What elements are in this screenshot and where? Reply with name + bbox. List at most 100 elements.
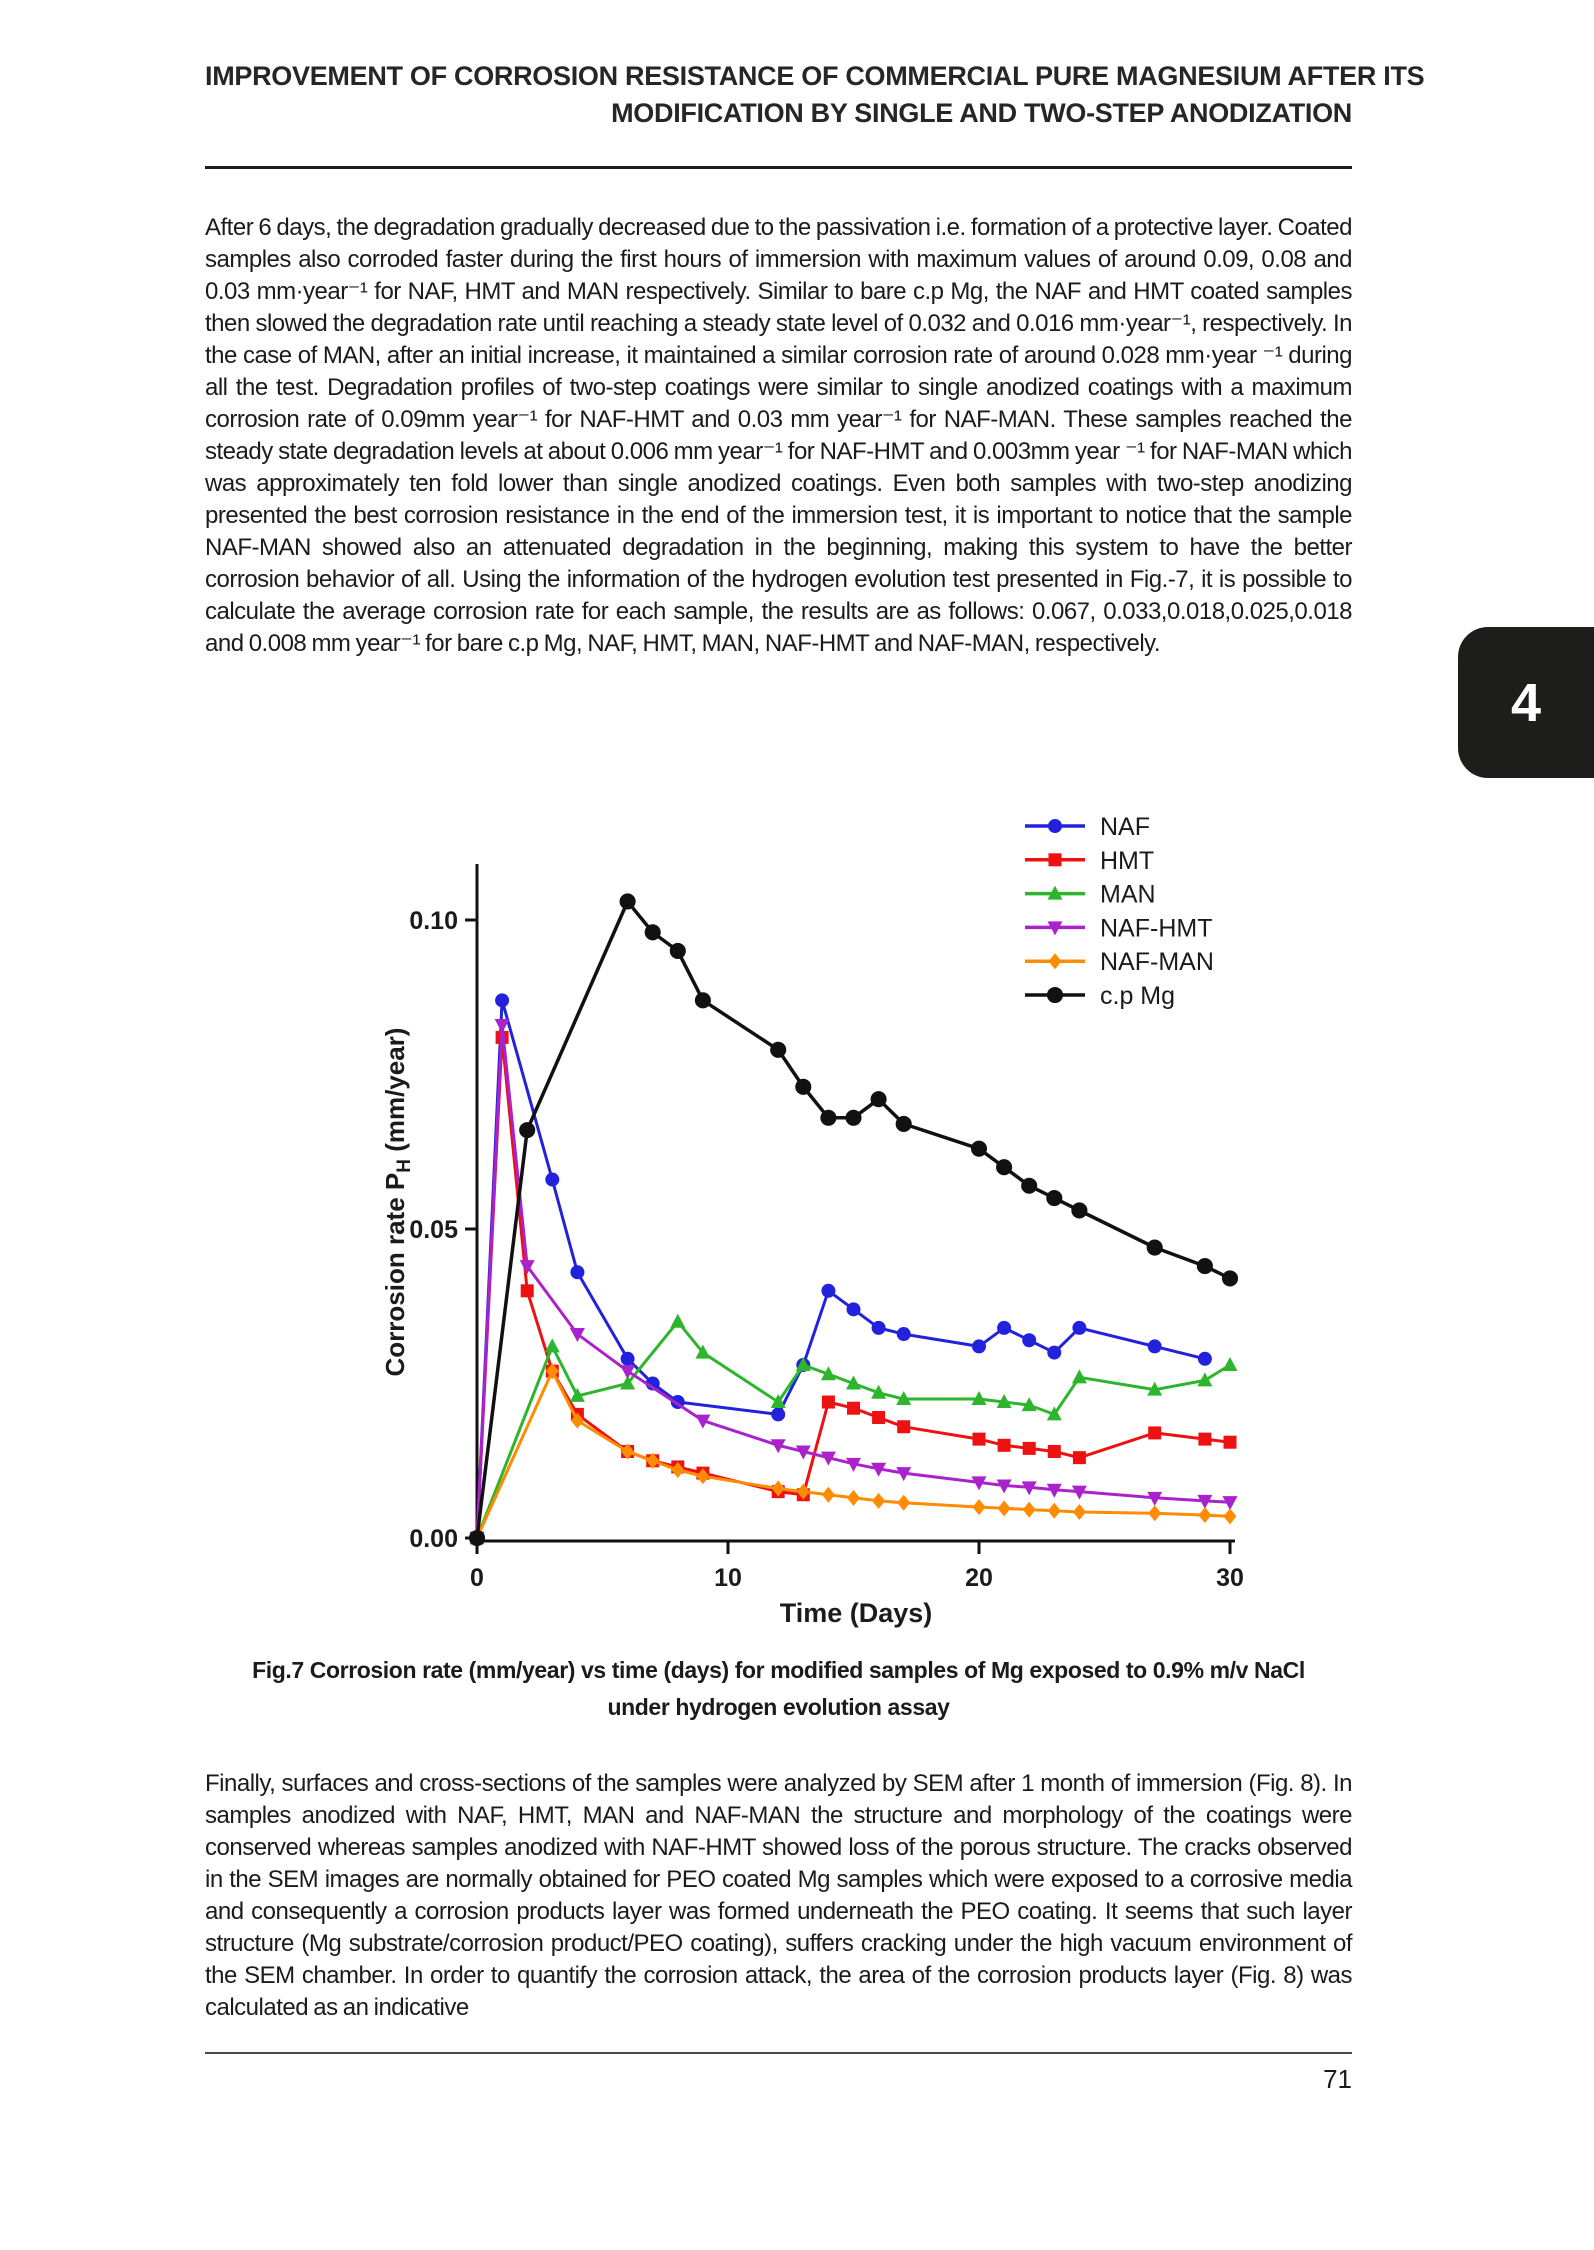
series-cpMg-marker xyxy=(895,1115,912,1132)
series-NAFHMT-marker xyxy=(996,1479,1012,1494)
chapter-number: 4 xyxy=(1510,672,1542,733)
series-cpMg-marker xyxy=(644,924,661,941)
series-NAFMAN-marker xyxy=(972,1499,986,1516)
series-MAN-marker xyxy=(896,1390,912,1405)
series-HMT-marker xyxy=(897,1420,911,1434)
series-MAN-marker xyxy=(846,1375,861,1390)
series-NAFMAN-marker xyxy=(821,1486,835,1503)
series-HMT-marker xyxy=(1223,1435,1237,1449)
series-NAF-marker xyxy=(997,1320,1012,1335)
figure-caption: Fig.7 Corrosion rate (mm/year) vs time (… xyxy=(205,1652,1352,1726)
series-HMT-marker xyxy=(1148,1426,1162,1440)
series-cpMg-marker xyxy=(1146,1239,1163,1256)
x-tick-label: 30 xyxy=(1216,1564,1244,1592)
series-HMT-marker xyxy=(972,1432,986,1446)
series-NAF-marker xyxy=(771,1407,786,1422)
series-MAN-marker xyxy=(620,1375,636,1390)
series-cpMg-marker xyxy=(1196,1258,1213,1275)
x-tick-label: 20 xyxy=(965,1564,993,1592)
series-HMT-marker xyxy=(872,1410,886,1424)
series-NAFMAN-line xyxy=(475,1369,1231,1539)
series-NAFHMT-marker xyxy=(1021,1481,1037,1496)
x-tick-label: 0 xyxy=(470,1564,484,1592)
series-HMT-marker xyxy=(520,1284,534,1298)
series-NAFMAN-marker xyxy=(1022,1501,1036,1518)
series-NAF-marker xyxy=(1147,1339,1162,1354)
figure-caption-line1: Fig.7 Corrosion rate (mm/year) vs time (… xyxy=(252,1657,1305,1683)
series-NAFHMT-marker xyxy=(1147,1491,1163,1506)
series-NAFMAN-marker xyxy=(1047,1502,1061,1519)
page-number: 71 xyxy=(1323,2064,1352,2094)
series-NAFHMT-marker xyxy=(770,1439,786,1454)
legend-label-NAFHMT: NAF-HMT xyxy=(1100,914,1212,942)
legend-marker-NAFMAN xyxy=(1048,953,1062,970)
series-cpMg-marker xyxy=(870,1091,887,1108)
series-cpMg-marker xyxy=(1021,1177,1038,1194)
series-HMT-marker xyxy=(1198,1432,1212,1446)
series-NAFMAN-marker xyxy=(570,1412,584,1429)
series-NAFMAN-marker xyxy=(997,1500,1011,1517)
figure-caption-line2: under hydrogen evolution assay xyxy=(607,1694,950,1720)
corrosion-rate-chart: 0.00 0.05 0.10 0 10 20 30 Time (Days) Corrosion … xyxy=(380,813,1244,1628)
series-NAFMAN-marker xyxy=(1223,1508,1237,1525)
series-MAN-marker xyxy=(1046,1406,1062,1421)
series-HMT-marker xyxy=(821,1395,835,1409)
y-axis-label: Corrosion rate PH (mm/year) xyxy=(380,1028,415,1377)
legend-marker-cpMg xyxy=(1046,986,1064,1004)
series-cpMg-marker xyxy=(1071,1202,1088,1219)
series-NAF-marker xyxy=(821,1283,836,1298)
series-cpMg-marker xyxy=(1221,1270,1239,1287)
series-NAF-marker xyxy=(871,1320,886,1335)
series-NAFHMT-marker xyxy=(846,1457,861,1472)
series-MAN-line xyxy=(475,1320,1231,1539)
chapter-tab: 4 xyxy=(1458,627,1594,778)
series-NAFHMT-marker xyxy=(1197,1494,1213,1509)
series-NAFHMT-marker xyxy=(620,1365,636,1380)
series-MAN-marker xyxy=(695,1344,711,1359)
series-cpMg-marker xyxy=(845,1109,862,1126)
header-rule xyxy=(205,166,1352,169)
series-NAF-marker xyxy=(896,1327,911,1342)
y-tick-label: 0.00 xyxy=(409,1525,458,1553)
series-NAF-marker xyxy=(545,1172,560,1187)
series-NAFMAN-marker xyxy=(847,1489,860,1506)
series-NAFHMT-marker xyxy=(1071,1485,1087,1500)
x-axis-label: Time (Days) xyxy=(780,1598,933,1628)
series-MAN-marker xyxy=(670,1313,686,1328)
series-NAFMAN-marker xyxy=(897,1494,911,1511)
series-cpMg-marker xyxy=(694,992,711,1009)
series-cpMg-marker xyxy=(1046,1190,1063,1207)
series-NAFMAN-marker xyxy=(1072,1504,1086,1521)
series-MAN-marker xyxy=(1021,1397,1037,1412)
series-NAFHMT-marker xyxy=(519,1260,535,1275)
series-NAF-marker xyxy=(1022,1333,1037,1348)
series-NAFMAN-marker xyxy=(671,1462,685,1479)
figure-chart: 0.00 0.05 0.10 0 10 20 30 Time (Days) Corrosion … xyxy=(370,768,1320,1648)
series-NAFMAN-marker xyxy=(872,1492,886,1509)
series-MAN-marker xyxy=(795,1356,811,1371)
legend-label-NAFMAN: NAF-MAN xyxy=(1100,948,1214,976)
series-MAN-marker xyxy=(1071,1369,1087,1384)
series-MAN-marker xyxy=(1222,1356,1238,1371)
series-NAFMAN-marker xyxy=(771,1480,785,1497)
series-NAF-marker xyxy=(846,1302,861,1317)
legend-marker-HMT xyxy=(1048,853,1062,867)
header-title-line2: MODIFICATION BY SINGLE AND TWO-STEP ANOD… xyxy=(611,98,1352,128)
page-header: IMPROVEMENT OF CORROSION RESISTANCE OF C… xyxy=(205,58,1425,132)
series-NAFHMT-marker xyxy=(795,1445,811,1460)
series-MAN-marker xyxy=(820,1366,836,1381)
series-HMT-marker xyxy=(1047,1444,1061,1458)
header-title-line1: IMPROVEMENT OF CORROSION RESISTANCE OF C… xyxy=(205,61,1425,91)
series-NAF-marker xyxy=(972,1339,986,1354)
legend-marker-NAFHMT xyxy=(1047,921,1063,936)
series-MAN-marker xyxy=(1197,1372,1213,1387)
series-MAN-marker xyxy=(996,1394,1012,1409)
series-NAFMAN-marker xyxy=(796,1483,810,1500)
series-NAFHMT-marker xyxy=(896,1467,912,1482)
series-cpMg-marker xyxy=(619,893,636,910)
series-NAFMAN-marker xyxy=(545,1363,559,1380)
legend-label-NAF: NAF xyxy=(1100,813,1150,841)
series-cpMg-marker xyxy=(770,1041,787,1058)
series-NAF-marker xyxy=(570,1265,585,1280)
